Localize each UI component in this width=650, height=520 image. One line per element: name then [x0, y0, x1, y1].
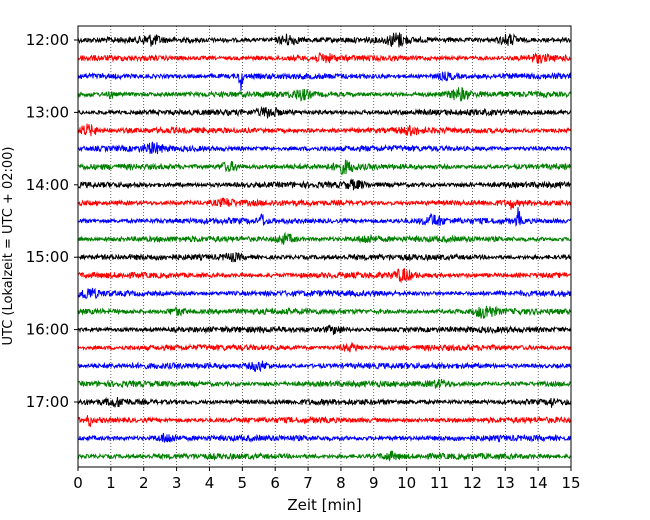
trace-1330: [77, 141, 572, 155]
y-tick-label: 12:00: [26, 31, 69, 49]
trace-1300: [77, 106, 572, 119]
trace-1245: [77, 86, 572, 102]
trace-1730: [77, 432, 572, 444]
trace-1715: [77, 415, 572, 427]
x-tick-label: 3: [172, 474, 182, 492]
x-tick-label: 14: [529, 474, 548, 492]
x-tick-label: 9: [369, 474, 379, 492]
x-tick-label: 5: [238, 474, 248, 492]
helicorder-traces: [77, 32, 572, 462]
x-tick-label: 0: [73, 474, 83, 492]
trace-1530: [77, 287, 572, 300]
x-axis: 0 1 2 3 4 5 6 7 8 9 10 11 12 13 14 15: [73, 467, 581, 492]
trace-1445: [77, 231, 572, 245]
trace-1430: [77, 207, 572, 228]
y-tick-label: 17:00: [26, 393, 69, 411]
trace-1500: [77, 252, 572, 263]
trace-1515: [77, 268, 572, 284]
x-axis-title: Zeit [min]: [287, 496, 361, 514]
x-tick-label: 7: [303, 474, 313, 492]
trace-1600: [77, 324, 572, 336]
x-tick-label: 15: [561, 474, 580, 492]
x-tick-label: 6: [270, 474, 280, 492]
trace-1645: [77, 378, 572, 389]
trace-1415: [77, 197, 572, 210]
trace-1545: [77, 305, 572, 319]
trace-1630: [77, 360, 572, 373]
x-tick-label: 1: [106, 474, 116, 492]
x-tick-label: 12: [463, 474, 482, 492]
x-tick-label: 2: [139, 474, 149, 492]
y-tick-label: 16:00: [26, 321, 69, 339]
x-tick-label: 10: [397, 474, 416, 492]
trace-1745: [77, 449, 572, 462]
trace-1215: [77, 51, 572, 64]
x-tick-label: 4: [205, 474, 215, 492]
trace-1315: [77, 123, 572, 137]
trace-1230: [77, 71, 572, 91]
y-axis-title: UTC (Lokalzeit = UTC + 02:00): [1, 147, 16, 346]
y-tick-label: 15:00: [26, 248, 69, 266]
x-tick-label: 11: [430, 474, 449, 492]
trace-1200: [77, 32, 572, 48]
trace-1700: [77, 396, 572, 408]
plot-frame: [77, 25, 572, 468]
trace-1400: [77, 177, 572, 191]
x-tick-label: 13: [496, 474, 515, 492]
y-axis: 12:00 13:00 14:00 15:00 16:00 17:00: [26, 31, 78, 411]
x-tick-label: 8: [336, 474, 346, 492]
y-tick-label: 13:00: [26, 103, 69, 121]
trace-1615: [77, 341, 572, 353]
y-tick-label: 14:00: [26, 176, 69, 194]
trace-1345: [77, 159, 572, 175]
